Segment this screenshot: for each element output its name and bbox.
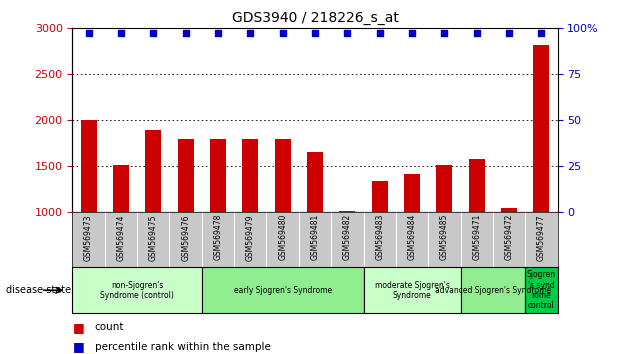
Text: GSM569479: GSM569479 [246, 214, 255, 261]
Point [504, 30, 514, 36]
Text: GSM569472: GSM569472 [505, 214, 513, 261]
Bar [210, 139, 226, 212]
Bar [525, 267, 558, 313]
Point [439, 30, 449, 36]
Point [148, 30, 158, 36]
Bar [72, 267, 202, 313]
Bar [242, 139, 258, 212]
Text: advanced Sjogren's Syndrome: advanced Sjogren's Syndrome [435, 286, 551, 295]
Bar [364, 267, 461, 313]
Bar [461, 267, 525, 313]
Title: GDS3940 / 218226_s_at: GDS3940 / 218226_s_at [232, 11, 398, 24]
Text: moderate Sjogren's
Syndrome: moderate Sjogren's Syndrome [375, 281, 449, 300]
Bar [113, 165, 129, 212]
Point [245, 30, 255, 36]
Text: GSM569476: GSM569476 [181, 214, 190, 261]
Point [342, 30, 352, 36]
Text: count: count [94, 322, 124, 332]
Text: GSM569484: GSM569484 [408, 214, 416, 261]
Bar [372, 181, 387, 212]
Bar [533, 45, 549, 212]
Text: ■: ■ [72, 341, 84, 353]
Bar [469, 159, 485, 212]
Text: GSM569477: GSM569477 [537, 214, 546, 261]
Point [84, 30, 94, 36]
Point [310, 30, 320, 36]
Text: percentile rank within the sample: percentile rank within the sample [94, 342, 270, 352]
Text: GSM569485: GSM569485 [440, 214, 449, 261]
Text: ■: ■ [72, 321, 84, 334]
Bar [436, 165, 452, 212]
Text: GSM569482: GSM569482 [343, 214, 352, 260]
Bar [339, 211, 355, 212]
Point [181, 30, 191, 36]
Point [278, 30, 288, 36]
Text: Sjogren
's synd
rome
control: Sjogren 's synd rome control [527, 270, 556, 310]
Bar [202, 267, 364, 313]
Point [472, 30, 482, 36]
Text: GSM569474: GSM569474 [117, 214, 125, 261]
Bar [178, 139, 194, 212]
Point [375, 30, 385, 36]
Text: GSM569481: GSM569481 [311, 214, 319, 260]
Bar [501, 208, 517, 212]
Point [407, 30, 417, 36]
Text: GSM569475: GSM569475 [149, 214, 158, 261]
Bar [145, 130, 161, 212]
Point [536, 30, 546, 36]
Text: early Sjogren's Syndrome: early Sjogren's Syndrome [234, 286, 332, 295]
Bar [81, 120, 97, 212]
Bar [307, 152, 323, 212]
Text: non-Sjogren's
Syndrome (control): non-Sjogren's Syndrome (control) [100, 281, 174, 300]
Text: GSM569483: GSM569483 [375, 214, 384, 261]
Bar [275, 139, 291, 212]
Text: GSM569473: GSM569473 [84, 214, 93, 261]
Text: GSM569471: GSM569471 [472, 214, 481, 261]
Text: disease state: disease state [6, 285, 71, 295]
Point [213, 30, 223, 36]
Text: GSM569478: GSM569478 [214, 214, 222, 261]
Point [116, 30, 126, 36]
Text: GSM569480: GSM569480 [278, 214, 287, 261]
Bar [404, 174, 420, 212]
